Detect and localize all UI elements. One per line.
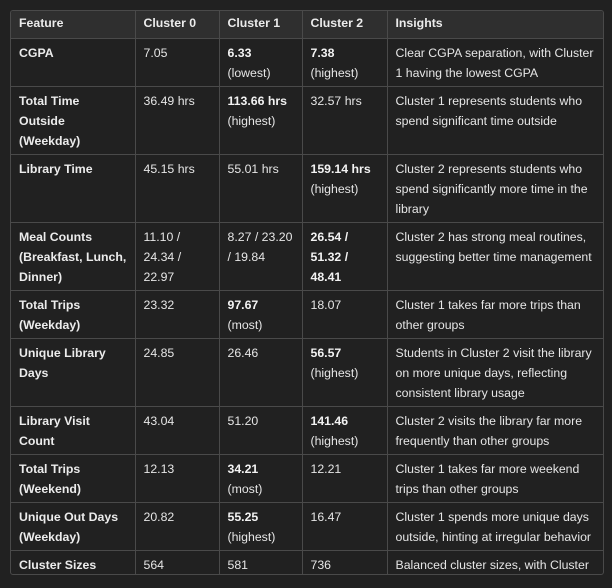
cluster-1-cell: 34.21 (most) [218, 454, 303, 503]
value-note: (highest) [310, 434, 359, 448]
value-note: (most) [227, 482, 263, 496]
insight-cell: Cluster 1 represents students who spend … [386, 86, 603, 155]
cluster-0-cell: 23.32 [134, 290, 220, 339]
table-row: Library Time 45.15 hrs 55.01 hrs 159.14 … [11, 154, 603, 223]
value-note: (highest) [310, 182, 359, 196]
feature-cell: Meal Counts (Breakfast, Lunch, Dinner) [11, 222, 136, 291]
cluster-2-cell: 32.57 hrs [301, 86, 388, 155]
cluster-0-cell: 36.49 hrs [134, 86, 220, 155]
header-cluster-2: Cluster 2 [301, 11, 388, 39]
header-cluster-0: Cluster 0 [134, 11, 220, 39]
highlighted-value: 26.54 / 51.32 / 48.41 [310, 230, 349, 284]
table-row: Library Visit Count 43.04 51.20 141.46 (h… [11, 406, 603, 455]
highlighted-value: 97.67 [227, 298, 259, 312]
cluster-1-cell: 113.66 hrs (highest) [218, 86, 303, 155]
highlighted-value: 55.25 [227, 510, 259, 524]
insight-cell: Cluster 1 spends more unique days outsid… [386, 502, 603, 551]
cluster-0-cell: 564 students [134, 550, 220, 574]
table-row: CGPA 7.05 6.33 (lowest) 7.38 (highest) Cle… [11, 38, 603, 87]
feature-cell: Total Trips (Weekend) [11, 454, 136, 503]
cluster-1-cell: 26.46 [218, 338, 303, 407]
feature-cell: Library Time [11, 154, 136, 223]
cluster-0-cell: 45.15 hrs [134, 154, 220, 223]
cluster-2-cell: 18.07 [301, 290, 388, 339]
value-note: (most) [227, 318, 263, 332]
insight-cell: Balanced cluster sizes, with Cluster 2 b… [386, 550, 603, 574]
table-row: Unique Library Days 24.85 26.46 56.57 (hi… [11, 338, 603, 407]
value-note: (highest) [227, 114, 276, 128]
cluster-1-cell: 55.25 (highest) [218, 502, 303, 551]
header-cluster-1: Cluster 1 [218, 11, 303, 39]
highlighted-value: 113.66 hrs [227, 94, 288, 108]
cluster-0-cell: 43.04 [134, 406, 220, 455]
cluster-2-cell: 141.46 (highest) [301, 406, 388, 455]
cluster-2-cell: 16.47 [301, 502, 388, 551]
table-row: Total Trips (Weekday) 23.32 97.67 (most) … [11, 290, 603, 339]
value-note: (highest) [310, 366, 359, 380]
table-header-row: Feature Cluster 0 Cluster 1 Cluster 2 In… [11, 11, 603, 39]
feature-cell: Total Time Outside (Weekday) [11, 86, 136, 155]
feature-cell: Total Trips (Weekday) [11, 290, 136, 339]
value-note: (highest) [227, 530, 276, 544]
cluster-1-cell: 51.20 [218, 406, 303, 455]
cluster-2-cell: 736 students [301, 550, 388, 574]
header-insights: Insights [386, 11, 603, 39]
table-row: Total Trips (Weekend) 12.13 34.21 (most) … [11, 454, 603, 503]
cluster-0-cell: 12.13 [134, 454, 220, 503]
cluster-1-cell: 8.27 / 23.20 / 19.84 [218, 222, 303, 291]
feature-cell: Cluster Sizes [11, 550, 136, 574]
cluster-0-cell: 20.82 [134, 502, 220, 551]
insight-cell: Cluster 1 takes far more trips than othe… [386, 290, 603, 339]
feature-cell: Unique Out Days (Weekday) [11, 502, 136, 551]
cluster-2-cell: 7.38 (highest) [301, 38, 388, 87]
cluster-0-cell: 7.05 [134, 38, 220, 87]
highlighted-value: 56.57 [310, 346, 342, 360]
insight-cell: Cluster 1 takes far more weekend trips t… [386, 454, 603, 503]
cluster-1-cell: 55.01 hrs [218, 154, 303, 223]
insight-cell: Cluster 2 represents students who spend … [386, 154, 603, 223]
value-note: (highest) [310, 66, 359, 80]
cluster-1-cell: 581 students [218, 550, 303, 574]
table-row: Total Time Outside (Weekday) 36.49 hrs 1… [11, 86, 603, 155]
cluster-2-cell: 12.21 [301, 454, 388, 503]
table-row: Unique Out Days (Weekday) 20.82 55.25 (hi… [11, 502, 603, 551]
table-row: Meal Counts (Breakfast, Lunch, Dinner) 1… [11, 222, 603, 291]
highlighted-value: 7.38 [310, 46, 335, 60]
cluster-0-cell: 11.10 / 24.34 / 22.97 [134, 222, 220, 291]
cluster-2-cell: 26.54 / 51.32 / 48.41 [301, 222, 388, 291]
highlighted-value: 34.21 [227, 462, 259, 476]
insight-cell: Cluster 2 has strong meal routines, sugg… [386, 222, 603, 291]
feature-cell: Unique Library Days [11, 338, 136, 407]
feature-cell: CGPA [11, 38, 136, 87]
cluster-1-cell: 6.33 (lowest) [218, 38, 303, 87]
cluster-comparison-table: Feature Cluster 0 Cluster 1 Cluster 2 In… [11, 11, 603, 574]
feature-cell: Library Visit Count [11, 406, 136, 455]
table-row: Cluster Sizes 564 students 581 students … [11, 550, 603, 574]
cluster-2-cell: 56.57 (highest) [301, 338, 388, 407]
highlighted-value: 159.14 hrs [310, 162, 371, 176]
cluster-1-cell: 97.67 (most) [218, 290, 303, 339]
cluster-2-cell: 159.14 hrs (highest) [301, 154, 388, 223]
insight-cell: Students in Cluster 2 visit the library … [386, 338, 603, 407]
highlighted-value: 141.46 [310, 414, 349, 428]
insight-cell: Clear CGPA separation, with Cluster 1 ha… [386, 38, 603, 87]
header-feature: Feature [11, 11, 136, 39]
cluster-0-cell: 24.85 [134, 338, 220, 407]
insight-cell: Cluster 2 visits the library far more fr… [386, 406, 603, 455]
value-note: (lowest) [227, 66, 271, 80]
highlighted-value: 6.33 [227, 46, 252, 60]
cluster-comparison-table-container: Feature Cluster 0 Cluster 1 Cluster 2 In… [10, 10, 604, 575]
